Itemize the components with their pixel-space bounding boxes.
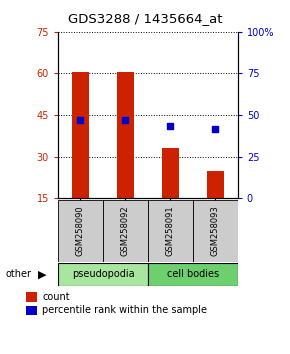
Text: GDS3288 / 1435664_at: GDS3288 / 1435664_at <box>68 12 222 25</box>
Text: count: count <box>42 292 70 302</box>
Bar <box>193 200 238 262</box>
Text: GSM258091: GSM258091 <box>166 206 175 256</box>
Bar <box>162 148 179 198</box>
Bar <box>58 200 103 262</box>
Point <box>168 123 173 129</box>
Text: other: other <box>6 269 32 279</box>
Text: GSM258092: GSM258092 <box>121 206 130 256</box>
Bar <box>103 200 148 262</box>
Bar <box>26 306 37 315</box>
Bar <box>148 263 238 286</box>
Point <box>213 126 218 132</box>
Text: ▶: ▶ <box>38 269 46 279</box>
Point <box>123 117 128 123</box>
Text: GSM258093: GSM258093 <box>211 206 220 256</box>
Bar <box>117 72 134 198</box>
Text: cell bodies: cell bodies <box>167 269 219 279</box>
Text: pseudopodia: pseudopodia <box>72 269 134 279</box>
Bar <box>58 263 148 286</box>
Bar <box>72 72 89 198</box>
Point <box>78 117 83 123</box>
Bar <box>207 171 224 198</box>
Bar <box>26 292 37 302</box>
Bar <box>148 200 193 262</box>
Text: GSM258090: GSM258090 <box>76 206 85 256</box>
Text: percentile rank within the sample: percentile rank within the sample <box>42 305 207 315</box>
